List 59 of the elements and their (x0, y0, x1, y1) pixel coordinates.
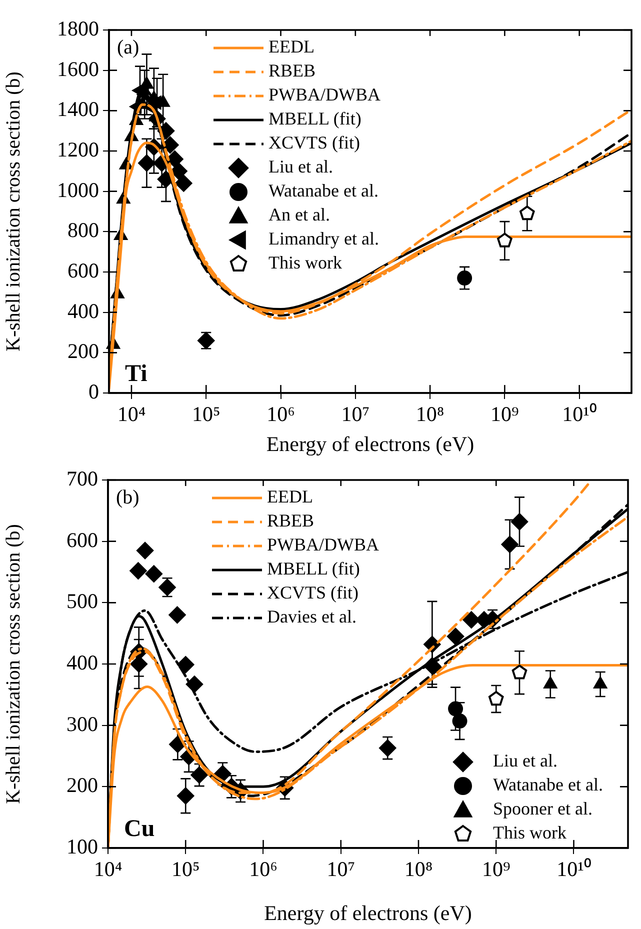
y-tick-label: 800 (68, 218, 99, 242)
legend-label: Spooner et al. (493, 798, 592, 819)
y-tick-label: 300 (66, 712, 98, 736)
x-tick-label: 10⁸ (404, 857, 433, 882)
annotation: (a) (117, 36, 140, 58)
x-tick-label: 10⁷ (341, 402, 370, 426)
legend-label: Liu et al. (493, 750, 558, 771)
y-tick-label: 700 (66, 466, 98, 491)
legend-label: XCVTS (fit) (267, 582, 358, 603)
x-axis-title: Energy of electrons (eV) (264, 900, 472, 925)
x-tick-label: 10⁷ (326, 857, 356, 882)
x-tick-label: 10⁵ (171, 857, 200, 882)
legend-label: Watanabe et al. (268, 180, 378, 201)
legend-label: This work (493, 822, 566, 843)
y-tick-label: 1200 (57, 138, 99, 162)
legend-label: MBELL (fit) (267, 558, 360, 579)
y-tick-label: 600 (66, 528, 98, 552)
legend-label: PWBA/DWBA (268, 84, 380, 105)
y-tick-label: 0 (88, 380, 99, 404)
legend-label: Davies et al. (267, 606, 356, 627)
y-tick-label: 100 (66, 834, 98, 859)
x-tick-label: 10⁶ (249, 857, 278, 882)
legend-label: MBELL (fit) (268, 108, 362, 129)
y-tick-label: 500 (66, 589, 98, 614)
annotation: Ti (125, 361, 148, 388)
y-tick-label: 600 (68, 258, 99, 283)
x-tick-label: 10⁴ (94, 857, 122, 882)
y-tick-label: 400 (66, 650, 98, 675)
y-tick-label: 200 (68, 339, 99, 364)
y-tick-label: 1600 (57, 56, 99, 81)
x-tick-label: 10⁹ (490, 402, 519, 426)
y-tick-label: 1800 (57, 16, 99, 41)
x-tick-label: 10⁹ (482, 857, 510, 882)
x-axis-title: Energy of electrons (eV) (266, 432, 474, 456)
y-tick-label: 1400 (57, 97, 99, 122)
y-axis-title: K-shell ionization cross section (b) (2, 72, 24, 352)
x-tick-label: 10¹⁰ (556, 857, 591, 882)
legend-label: EEDL (267, 486, 313, 507)
legend-label: RBEB (267, 510, 314, 531)
x-tick-label: 10⁶ (266, 402, 295, 426)
x-tick-label: 10⁸ (416, 402, 444, 426)
x-tick-label: 10¹⁰ (562, 402, 596, 426)
annotation: (b) (116, 486, 140, 508)
x-tick-label: 10⁵ (192, 402, 220, 426)
x-tick-label: 10⁴ (117, 402, 146, 426)
legend-label: Limandry et al. (268, 228, 379, 249)
legend-label: This work (268, 252, 342, 273)
y-tick-label: 400 (68, 298, 99, 323)
legend-label: PWBA/DWBA (267, 534, 379, 555)
y-tick-label: 200 (66, 773, 98, 798)
legend-label: EEDL (268, 36, 314, 57)
annotation: Cu (124, 816, 155, 842)
y-tick-label: 1000 (57, 178, 99, 202)
legend-label: Liu et al. (268, 156, 333, 177)
y-axis-title: K-shell ionization cross section (b) (2, 524, 24, 804)
legend-label: An et al. (268, 204, 330, 225)
legend-label: RBEB (268, 60, 316, 81)
legend-label: Watanabe et al. (493, 774, 603, 795)
legend-label: XCVTS (fit) (268, 132, 360, 153)
